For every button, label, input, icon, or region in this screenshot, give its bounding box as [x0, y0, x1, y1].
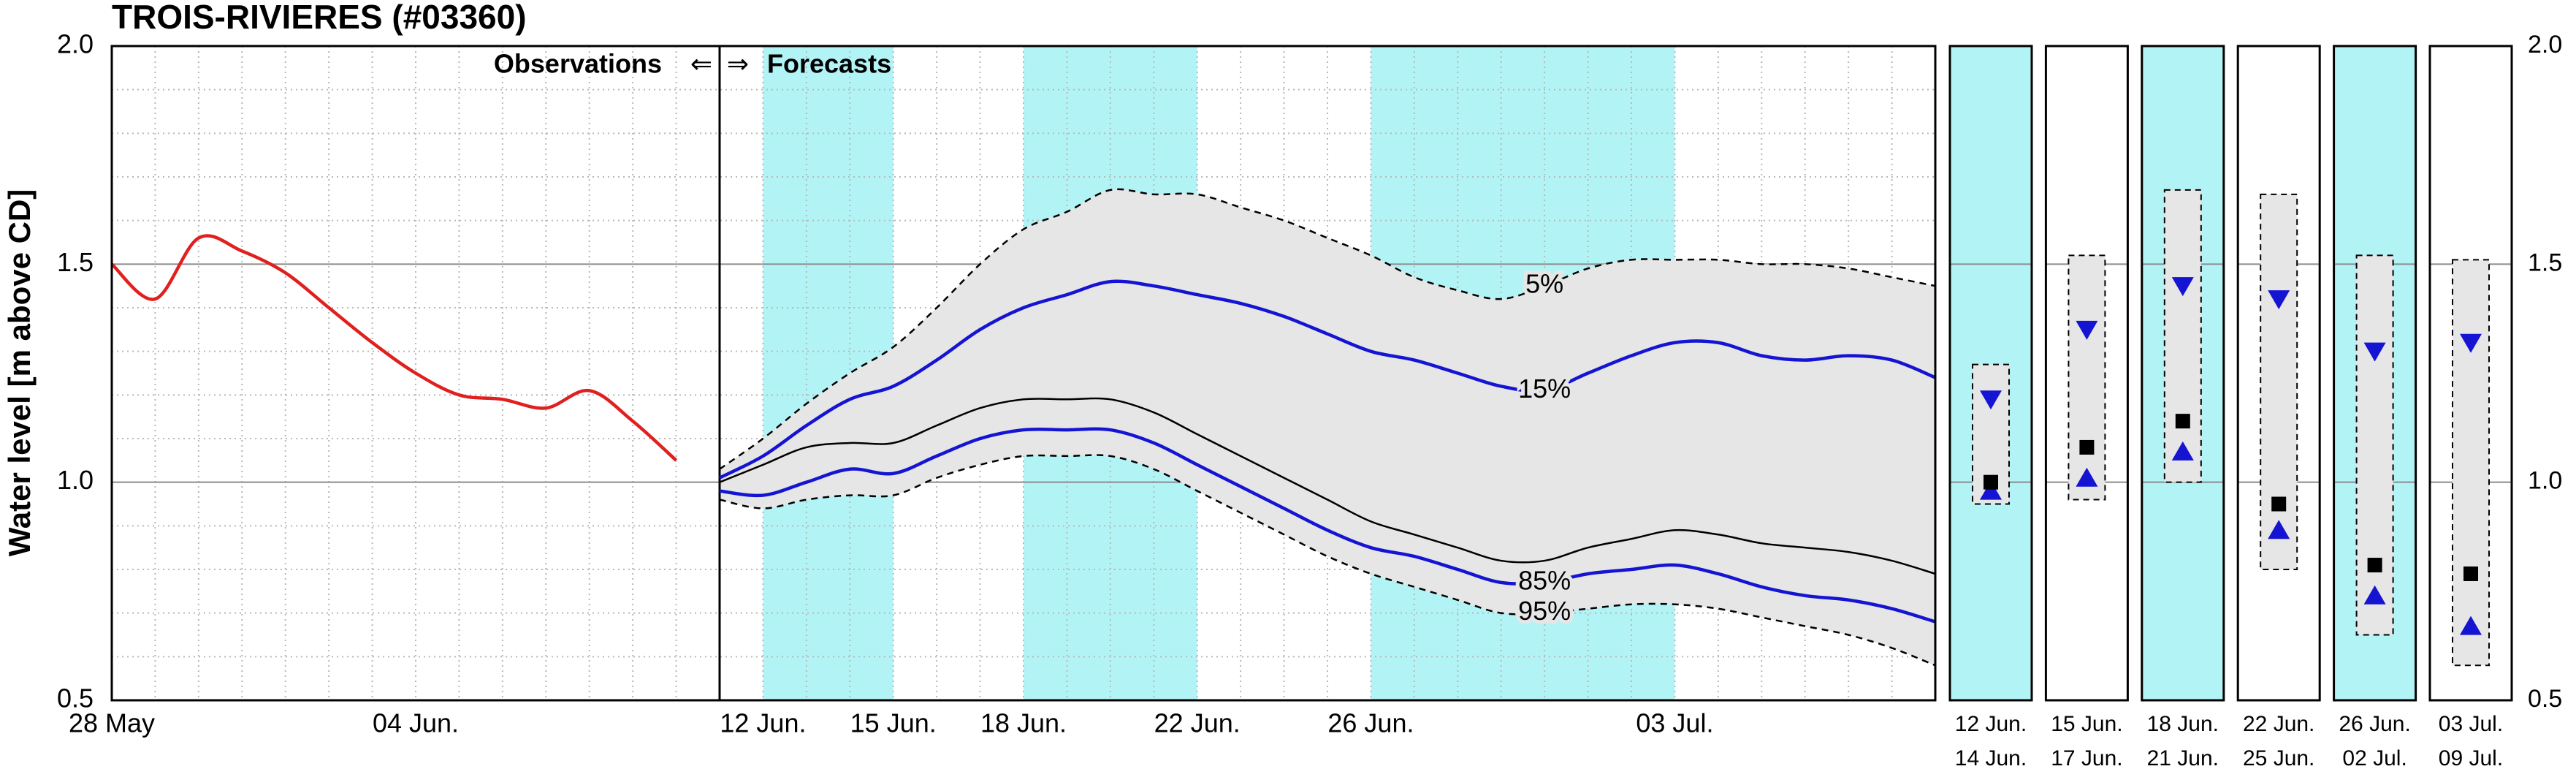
panel-label: 22 Jun.	[2243, 712, 2314, 736]
y-tick-label: 0.5	[2528, 685, 2562, 713]
lower-marker	[1980, 480, 2002, 500]
panel-label: 21 Jun.	[2147, 746, 2219, 769]
panel-label: 17 Jun.	[2051, 746, 2122, 769]
y-tick-label: 1.0	[2528, 467, 2562, 495]
x-tick-label: 28 May	[69, 708, 155, 738]
x-tick-label: 04 Jun.	[373, 708, 459, 738]
panel-label: 25 Jun.	[2243, 746, 2314, 769]
series-label: 5%	[1525, 269, 1563, 299]
plot-border	[110, 45, 1937, 702]
panel-label: 12 Jun.	[1955, 712, 2027, 736]
median-marker	[1984, 474, 1998, 490]
chart-title: TROIS-RIVIERES (#03360)	[112, 0, 527, 36]
series-line	[719, 397, 1936, 575]
lower-marker	[2268, 520, 2290, 539]
range-box	[2163, 189, 2202, 483]
x-tick-label: 12 Jun.	[720, 708, 806, 738]
y-tick-label: 1.5	[2528, 249, 2562, 276]
median-marker	[2079, 439, 2095, 455]
panel-label: 09 Jul.	[2439, 746, 2503, 769]
panel-label: 02 Jul.	[2342, 746, 2407, 769]
panel-border	[2236, 45, 2321, 702]
y-tick-label: 1.0	[57, 465, 94, 495]
annotation: ⇐	[690, 49, 712, 79]
panel-border	[2044, 45, 2129, 702]
x-tick-label: 26 Jun.	[1327, 708, 1414, 738]
median-marker	[2175, 414, 2190, 429]
series-label: 15%	[1518, 374, 1571, 404]
range-box	[2452, 259, 2490, 667]
median-marker	[2463, 566, 2478, 581]
upper-marker	[2076, 320, 2098, 340]
series-label: 95%	[1518, 596, 1571, 626]
series-line	[719, 427, 1936, 624]
panel-label: 03 Jul.	[2439, 712, 2503, 736]
x-tick-label: 22 Jun.	[1154, 708, 1241, 738]
lower-marker	[2460, 615, 2482, 635]
y-tick-label: 0.5	[57, 683, 94, 713]
upper-marker	[1980, 390, 2002, 410]
median-marker	[2271, 496, 2287, 512]
lower-marker	[2076, 467, 2098, 487]
upper-marker	[2460, 333, 2482, 353]
series-line	[718, 279, 1936, 480]
x-tick-label: 18 Jun.	[980, 708, 1067, 738]
annotation: Forecasts	[767, 49, 891, 79]
panel-border	[2333, 45, 2417, 702]
series-line	[719, 188, 1936, 470]
annotation: ⇒	[727, 49, 749, 79]
panel-border	[2428, 45, 2513, 702]
panel-border	[1948, 45, 2033, 702]
upper-marker	[2171, 277, 2194, 297]
lower-marker	[2171, 441, 2194, 461]
lower-marker	[2363, 585, 2386, 605]
panel-label: 26 Jun.	[2339, 712, 2410, 736]
y-tick-label: 2.0	[57, 29, 94, 59]
range-box	[2355, 254, 2394, 636]
median-marker	[2367, 558, 2382, 573]
panel-label: 18 Jun.	[2147, 712, 2219, 736]
y-axis-label: Water level [m above CD]	[2, 189, 37, 557]
x-tick-label: 15 Jun.	[850, 708, 937, 738]
range-box	[2068, 254, 2106, 501]
annotation: Observations	[494, 49, 662, 79]
panel-label: 15 Jun.	[2051, 712, 2122, 736]
upper-marker	[2363, 342, 2386, 362]
panel-label: 14 Jun.	[1955, 746, 2027, 769]
upper-marker	[2268, 290, 2290, 310]
series-label: 85%	[1518, 565, 1571, 595]
series-line	[719, 454, 1936, 667]
x-tick-label: 03 Jul.	[1636, 708, 1713, 738]
panel-border	[2141, 45, 2225, 702]
series-line	[110, 234, 678, 462]
range-box	[2260, 193, 2298, 571]
y-tick-label: 1.5	[57, 247, 94, 277]
y-tick-label: 2.0	[2528, 31, 2562, 58]
